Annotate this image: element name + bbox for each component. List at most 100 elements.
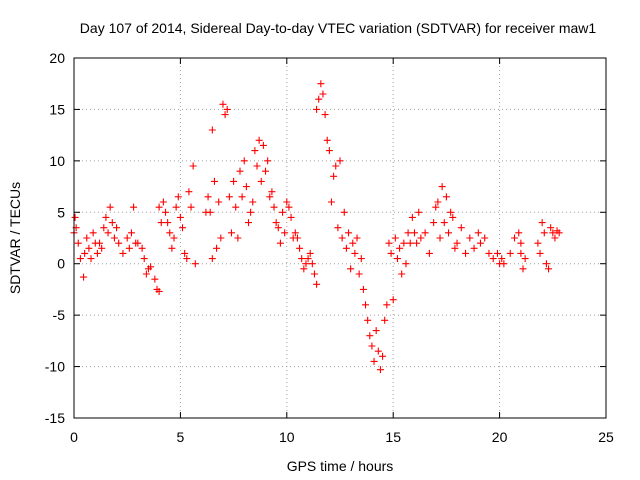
data-point: [517, 239, 525, 247]
data-point: [421, 229, 429, 237]
data-point: [151, 275, 159, 283]
data-point: [376, 366, 384, 374]
data-point: [179, 224, 187, 232]
data-point: [113, 224, 121, 232]
data-point: [296, 244, 304, 252]
data-point: [432, 203, 440, 211]
y-tick-label: 10: [49, 153, 65, 169]
data-point: [266, 193, 274, 201]
data-point: [270, 203, 278, 211]
data-point: [430, 219, 438, 227]
data-point: [442, 193, 450, 201]
data-point: [300, 265, 308, 273]
y-tick-label: 5: [57, 204, 65, 220]
data-point: [159, 198, 167, 206]
data-point: [236, 167, 244, 175]
data-point: [244, 219, 252, 227]
data-point: [155, 287, 163, 295]
data-point: [213, 244, 221, 252]
data-point: [340, 208, 348, 216]
data-point: [100, 224, 108, 232]
data-point: [74, 239, 82, 247]
chart-title: Day 107 of 2014, Sidereal Day-to-day VTE…: [80, 20, 597, 36]
data-point: [374, 347, 382, 355]
data-point: [230, 177, 238, 185]
data-point: [485, 249, 493, 257]
data-point: [210, 177, 218, 185]
data-point: [302, 260, 310, 268]
data-point: [83, 234, 91, 242]
x-tick-label: 0: [70, 429, 78, 445]
data-point: [349, 239, 357, 247]
data-point: [102, 213, 110, 221]
data-point: [225, 193, 233, 201]
data-point: [517, 249, 525, 257]
data-point: [536, 249, 544, 257]
data-point: [242, 183, 250, 191]
data-point: [434, 198, 442, 206]
data-point: [240, 157, 248, 165]
data-point: [157, 219, 165, 227]
data-point: [474, 229, 482, 237]
data-point: [234, 234, 242, 242]
data-point: [391, 234, 399, 242]
data-point: [162, 208, 170, 216]
x-tick-label: 5: [177, 429, 185, 445]
x-axis-label: GPS time / hours: [287, 458, 394, 474]
data-point: [355, 270, 363, 278]
data-point: [534, 239, 542, 247]
data-point: [330, 172, 338, 180]
data-point: [279, 208, 287, 216]
data-point: [383, 301, 391, 309]
data-point: [247, 208, 255, 216]
data-point: [551, 234, 559, 242]
data-point: [545, 265, 553, 273]
data-point: [106, 203, 114, 211]
data-point: [451, 244, 459, 252]
data-point: [313, 105, 321, 113]
data-point: [342, 244, 350, 252]
x-tick-label: 10: [279, 429, 295, 445]
data-point: [221, 111, 229, 119]
data-point: [206, 208, 214, 216]
data-point: [362, 301, 370, 309]
data-point: [185, 188, 193, 196]
data-point: [538, 219, 546, 227]
data-point: [168, 244, 176, 252]
data-point: [398, 270, 406, 278]
data-point: [493, 249, 501, 257]
data-point: [138, 244, 146, 252]
data-point: [255, 136, 263, 144]
data-point: [506, 249, 514, 257]
data-point: [174, 193, 182, 201]
data-point: [351, 249, 359, 257]
data-point: [268, 188, 276, 196]
data-point: [96, 239, 104, 247]
data-point: [555, 229, 563, 237]
data-point: [208, 255, 216, 263]
data-point: [259, 141, 267, 149]
data-point: [449, 213, 457, 221]
data-point: [387, 249, 395, 257]
data-point: [393, 255, 401, 263]
data-point: [372, 327, 380, 335]
data-point: [287, 213, 295, 221]
data-point: [476, 239, 484, 247]
data-point: [76, 255, 84, 263]
data-point: [370, 357, 378, 365]
data-point: [347, 265, 355, 273]
data-point: [447, 208, 455, 216]
data-point: [187, 203, 195, 211]
data-point: [134, 239, 142, 247]
y-tick-label: 15: [49, 101, 65, 117]
data-point: [462, 249, 470, 257]
data-point: [208, 126, 216, 134]
data-point: [191, 260, 199, 268]
data-point: [489, 255, 497, 263]
data-point: [306, 249, 314, 257]
data-point: [87, 255, 95, 263]
data-point: [319, 90, 327, 98]
data-point: [515, 229, 523, 237]
